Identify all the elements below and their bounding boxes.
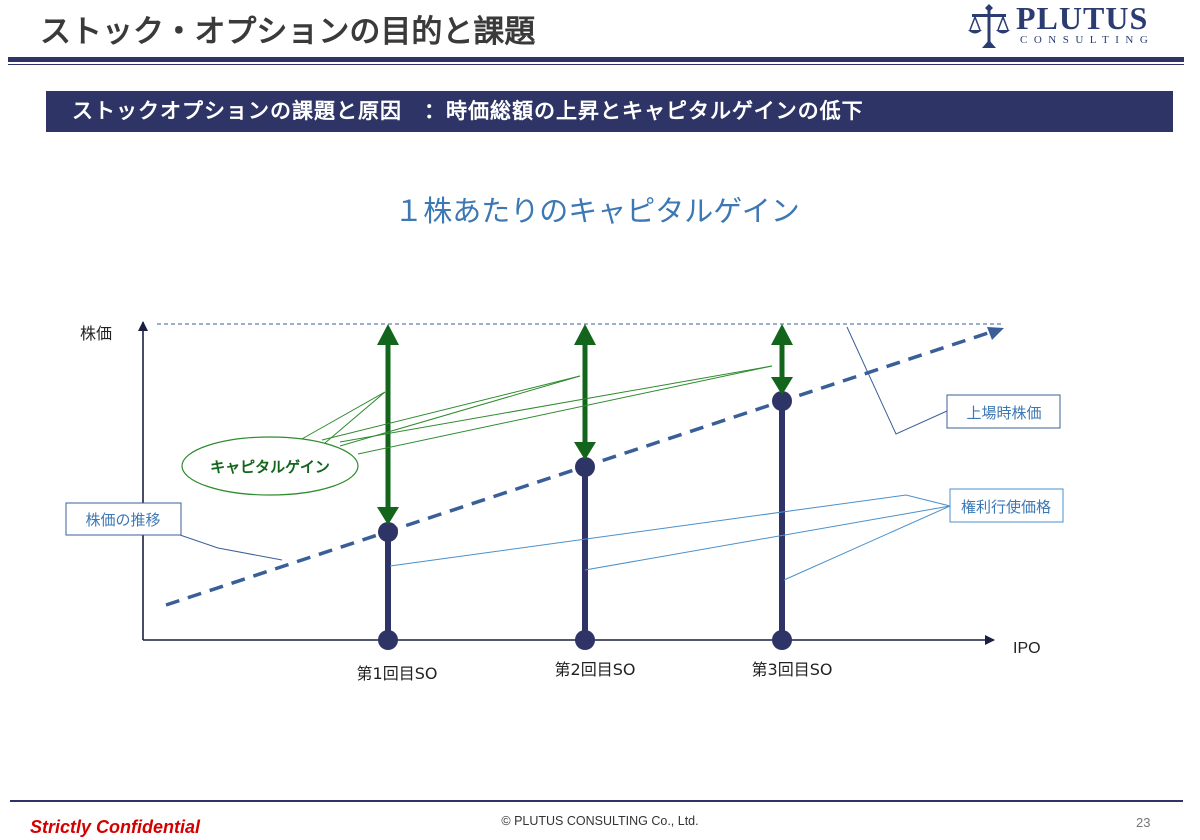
section-banner: ストックオプションの課題と原因 ：時価総額の上昇とキャピタルゲインの低下 — [46, 91, 1173, 132]
copyright-text: © PLUTUS CONSULTING Co., Ltd. — [501, 814, 699, 828]
price-trend-callout-text: 株価の推移 — [85, 511, 160, 529]
so-3-exercise-dot — [772, 391, 792, 411]
header-divider-thin — [8, 64, 1184, 65]
price-trend-line — [165, 331, 989, 607]
page-title: ストック・オプションの目的と課題 — [40, 14, 536, 50]
logo-name: PLUTUS — [1016, 0, 1149, 36]
capital-gain-arrow-2 — [574, 324, 596, 460]
x-axis-label: IPO — [1013, 640, 1041, 657]
capital-gain-callout-text: キャピタルゲイン — [210, 458, 330, 476]
capital-gain-callout-bubble — [181, 436, 359, 496]
exercise-price-callout-text: 権利行使価格 — [961, 498, 1051, 516]
so-1-base-dot — [378, 630, 398, 650]
so-label-2: 第2回目SO — [555, 660, 636, 679]
company-logo: PLUTUS CONSULTING — [968, 0, 1183, 50]
so-2-base-dot — [575, 630, 595, 650]
exercise-price-leaders — [389, 494, 951, 581]
footer-divider — [10, 800, 1183, 802]
ipo-price-leader — [846, 326, 948, 435]
price-trend-leader — [179, 534, 283, 561]
ipo-price-callout-box — [946, 394, 1061, 429]
page-number: 23 — [1136, 815, 1151, 830]
y-axis-label: 株価 — [80, 324, 112, 343]
capital-gain-arrow-1 — [377, 324, 399, 525]
header-divider — [8, 57, 1184, 62]
scales-logo-icon — [968, 4, 1010, 48]
ipo-price-callout-text: 上場時株価 — [966, 404, 1041, 422]
diagram-title: １株あたりのキャピタルゲイン — [394, 194, 799, 228]
logo-subtitle: CONSULTING — [1020, 34, 1155, 46]
so-label-3: 第3回目SO — [752, 660, 833, 679]
capital-gain-arrow-3 — [771, 324, 793, 395]
so-label-1: 第1回目SO — [357, 664, 438, 683]
price-trend-arrowhead — [987, 327, 1004, 340]
price-trend-callout-box — [65, 502, 182, 536]
so-1-exercise-dot — [378, 522, 398, 542]
exercise-price-callout-box — [949, 488, 1064, 523]
so-3-base-dot — [772, 630, 792, 650]
confidential-label: Strictly Confidential — [30, 817, 201, 837]
capital-gain-leaders — [299, 365, 773, 455]
so-2-exercise-dot — [575, 457, 595, 477]
